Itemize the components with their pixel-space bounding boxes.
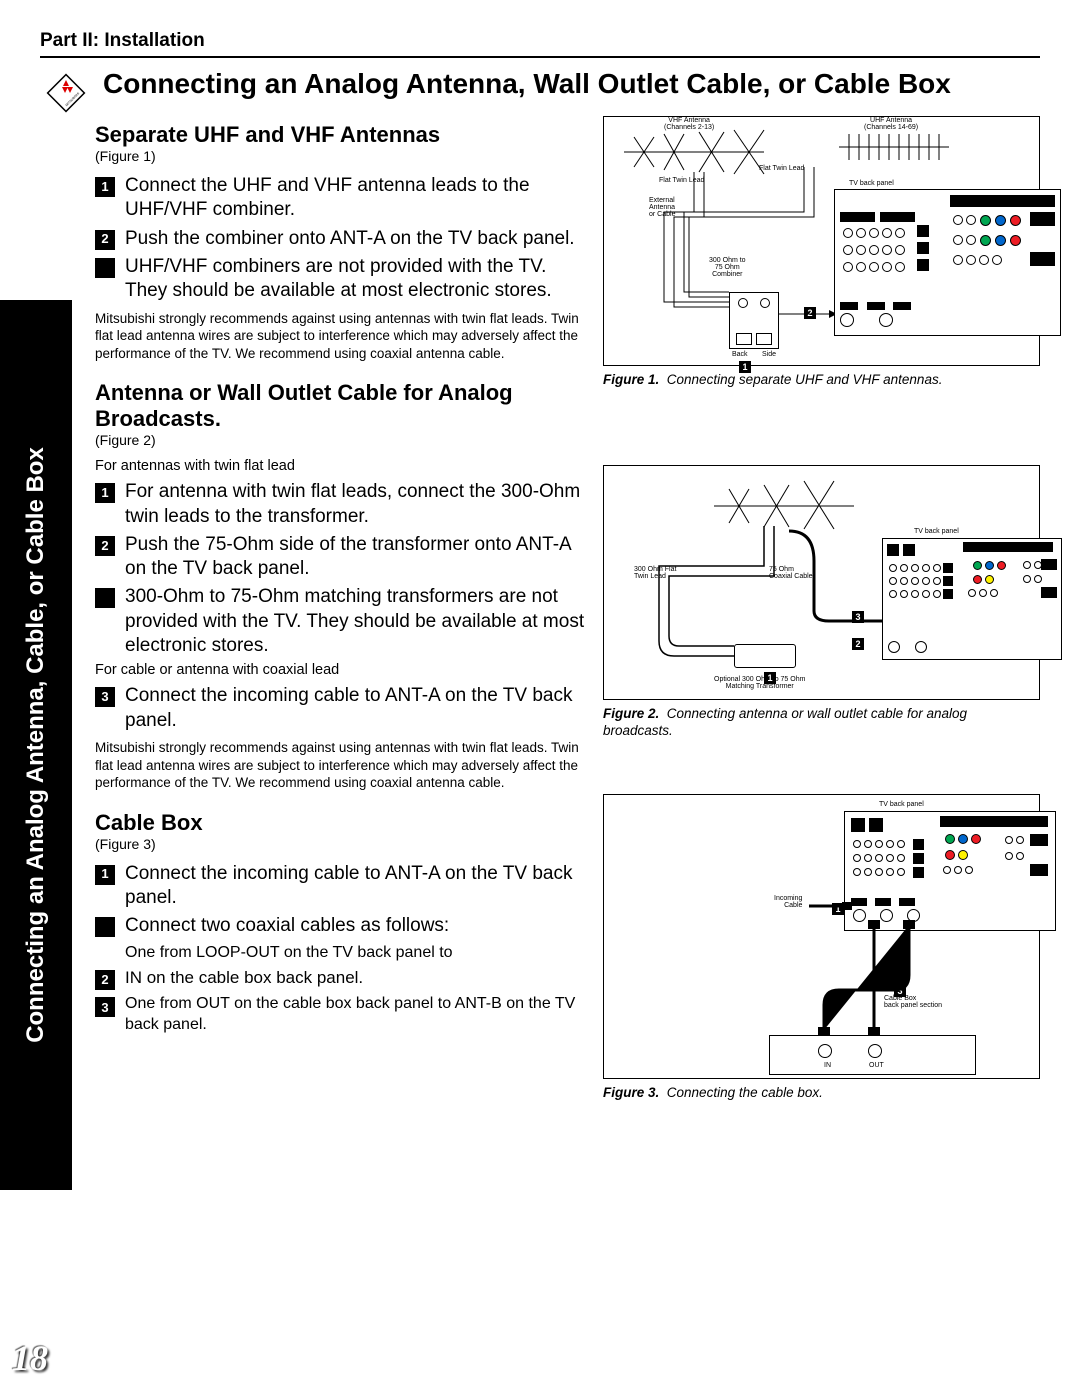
section3-heading: Cable Box xyxy=(95,810,585,836)
step-text: Connect the incoming cable to ANT-A on t… xyxy=(125,862,585,911)
step: 3 Connect the incoming cable to ANT-A on… xyxy=(95,684,585,733)
step-text: Push the 75-Ohm side of the transformer … xyxy=(125,533,585,582)
part-label: Part II: Installation xyxy=(40,30,1040,52)
step-text: IN on the cable box back panel. xyxy=(125,967,363,989)
figure-1-caption: Figure 1. Connecting separate UHF and VH… xyxy=(603,372,1040,389)
diagram-label: Side xyxy=(762,351,776,358)
step: 1 Connect the incoming cable to ANT-A on… xyxy=(95,862,585,911)
side-tab: Connecting an Analog Antenna, Cable, or … xyxy=(0,300,72,1190)
diagram-label: TV back panel xyxy=(849,180,894,187)
title-row: MITSUBISHI Connecting an Analog Antenna,… xyxy=(95,68,1040,116)
combiner-box-icon xyxy=(729,292,779,349)
step-number-icon: 1 xyxy=(95,177,115,197)
diagram-label: UHF Antenna (Channels 14-69) xyxy=(864,117,918,131)
callout-icon: 1 xyxy=(739,361,751,373)
callout-icon: 1 xyxy=(764,672,776,684)
figure-1-diagram: VHF Antenna (Channels 2-13) UHF Antenna … xyxy=(603,116,1040,366)
manual-page: Part II: Installation Connecting an Anal… xyxy=(0,0,1080,1397)
step-text: Push the combiner onto ANT-A on the TV b… xyxy=(125,227,575,251)
section1-fineprint: Mitsubishi strongly recommends against u… xyxy=(95,310,585,363)
wiring-icon xyxy=(779,915,959,1055)
step-text: UHF/VHF combiners are not provided with … xyxy=(125,255,585,304)
diagram-label: TV back panel xyxy=(914,528,959,535)
figure-3-diagram: TV back panel Incoming Cable xyxy=(603,794,1040,1079)
diagram-label: Cable Box back panel section xyxy=(884,995,942,1009)
step-text: Connect two coaxial cables as follows: xyxy=(125,914,449,938)
step: 1 For antenna with twin flat leads, conn… xyxy=(95,480,585,529)
callout-icon: 3 xyxy=(852,611,864,623)
section3-figref: (Figure 3) xyxy=(95,836,585,852)
side-tab-text: Connecting an Analog Antenna, Cable, or … xyxy=(22,447,50,1043)
section1-figref: (Figure 1) xyxy=(95,148,585,164)
sub-text: One from OUT on the cable box back panel… xyxy=(125,994,585,1036)
diagram-label: VHF Antenna (Channels 2-13) xyxy=(664,117,714,131)
step-number-icon: 2 xyxy=(95,970,115,990)
top-divider xyxy=(40,56,1040,58)
caption-text: Connecting the cable box. xyxy=(667,1085,823,1100)
diagram-label: 300 Ohm to 75 Ohm Combiner xyxy=(709,257,746,278)
caption-label: Figure 3. xyxy=(603,1085,659,1100)
figure-3-caption: Figure 3. Connecting the cable box. xyxy=(603,1085,1040,1102)
step-text: Connect the UHF and VHF antenna leads to… xyxy=(125,174,585,223)
caption-text: Connecting separate UHF and VHF antennas… xyxy=(667,372,943,387)
tv-back-panel-icon xyxy=(882,538,1062,660)
step-bullet-icon xyxy=(95,917,115,937)
step: 2 Push the 75-Ohm side of the transforme… xyxy=(95,533,585,582)
for-label: For antennas with twin flat lead xyxy=(95,458,585,474)
step-bullet-icon xyxy=(95,588,115,608)
step-text: Connect the incoming cable to ANT-A on t… xyxy=(125,684,585,733)
main-title: Connecting an Analog Antenna, Wall Outle… xyxy=(103,68,951,100)
caption-label: Figure 1. xyxy=(603,372,659,387)
callout-icon: 2 xyxy=(852,638,864,650)
arrow-icon xyxy=(779,310,839,318)
figure-2-diagram: 300 Ohm Flat Twin Lead 75 Ohm Coaxial Ca… xyxy=(603,465,1040,700)
step: 3 One from OUT on the cable box back pan… xyxy=(95,994,585,1036)
diagram-label: TV back panel xyxy=(879,801,924,808)
step: UHF/VHF combiners are not provided with … xyxy=(95,255,585,304)
diagram-label: Optional 300 Ohm to 75 Ohm Matching Tran… xyxy=(714,676,805,690)
content-area: MITSUBISHI Connecting an Analog Antenna,… xyxy=(95,68,1040,1102)
step: 2 Push the combiner onto ANT-A on the TV… xyxy=(95,227,585,251)
step-text: 300-Ohm to 75-Ohm matching transformers … xyxy=(125,585,585,658)
diagram-label: OUT xyxy=(869,1062,884,1069)
section2-figref: (Figure 2) xyxy=(95,432,585,448)
step-bullet-icon xyxy=(95,258,115,278)
page-number: 18 xyxy=(12,1337,48,1379)
step: 300-Ohm to 75-Ohm matching transformers … xyxy=(95,585,585,658)
step-text: For antenna with twin flat leads, connec… xyxy=(125,480,585,529)
transformer-icon xyxy=(734,644,796,668)
for-label: For cable or antenna with coaxial lead xyxy=(95,662,585,678)
sub-text: One from LOOP-OUT on the TV back panel t… xyxy=(125,943,585,964)
step-number-icon: 3 xyxy=(95,687,115,707)
step: Connect two coaxial cables as follows: xyxy=(95,914,585,938)
tv-back-panel-icon xyxy=(834,189,1061,336)
step: 1 Connect the UHF and VHF antenna leads … xyxy=(95,174,585,223)
step-number-icon: 1 xyxy=(95,483,115,503)
two-columns: Separate UHF and VHF Antennas (Figure 1)… xyxy=(95,116,1040,1102)
step-number-icon: 1 xyxy=(95,865,115,885)
cable-box-icon xyxy=(769,1035,976,1075)
diagram-label: Incoming Cable xyxy=(774,895,802,909)
step-number-icon: 2 xyxy=(95,536,115,556)
diagram-label: IN xyxy=(824,1062,831,1069)
figure-2-caption: Figure 2. Connecting antenna or wall out… xyxy=(603,706,1040,740)
section2-heading: Antenna or Wall Outlet Cable for Analog … xyxy=(95,380,585,432)
step: 2 IN on the cable box back panel. xyxy=(95,967,585,990)
step-number-icon: 2 xyxy=(95,230,115,250)
cable-icon xyxy=(809,900,854,912)
mitsubishi-logo-icon: MITSUBISHI xyxy=(43,70,89,116)
left-column: Separate UHF and VHF Antennas (Figure 1)… xyxy=(95,116,585,1102)
step-number-icon: 3 xyxy=(95,997,115,1017)
right-column: VHF Antenna (Channels 2-13) UHF Antenna … xyxy=(603,116,1040,1102)
section2-fineprint: Mitsubishi strongly recommends against u… xyxy=(95,739,585,792)
section1-heading: Separate UHF and VHF Antennas xyxy=(95,122,585,148)
tv-back-panel-icon xyxy=(844,811,1056,931)
diagram-label: Back xyxy=(732,351,748,358)
caption-label: Figure 2. xyxy=(603,706,659,721)
